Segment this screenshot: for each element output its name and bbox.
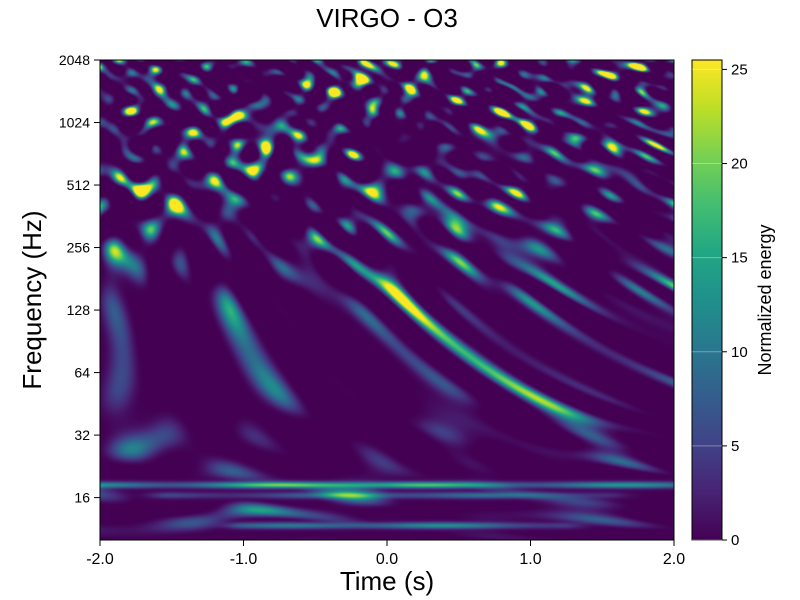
colorbar-tick-label: 20 <box>731 156 748 173</box>
spectrogram-heatmap <box>100 60 674 540</box>
plot-area <box>99 59 675 541</box>
x-axis-label: Time (s) <box>340 566 434 596</box>
y-tick-label: 128 <box>67 302 91 318</box>
y-tick-label: 16 <box>74 490 90 506</box>
y-axis: 16 32 64 128 256 512 1024 2048 <box>59 52 100 506</box>
colorbar-frame <box>691 59 723 541</box>
y-tick-label: 32 <box>74 427 90 443</box>
x-tick-label: 2.0 <box>663 551 685 568</box>
x-tick-label: 0.0 <box>376 551 398 568</box>
y-tick-label: 1024 <box>59 115 90 131</box>
colorbar-tick-label: 0 <box>731 532 739 549</box>
colorbar-tick-label: 10 <box>731 344 748 361</box>
y-tick-label: 64 <box>74 365 90 381</box>
x-tick-label: -2.0 <box>86 551 114 568</box>
y-tick-label: 2048 <box>59 52 90 68</box>
y-axis-label: Frequency (Hz) <box>17 210 47 389</box>
y-tick-label: 512 <box>67 177 91 193</box>
x-axis: -2.0 -1.0 0.0 1.0 2.0 <box>86 540 685 568</box>
y-tick-label: 256 <box>67 240 91 256</box>
colorbar: 0 5 10 15 20 25 <box>691 59 748 549</box>
x-tick-label: 1.0 <box>519 551 541 568</box>
colorbar-ticks: 0 5 10 15 20 25 <box>692 61 748 549</box>
x-tick-label: -1.0 <box>230 551 258 568</box>
colorbar-gradient <box>692 60 722 540</box>
colorbar-tick-label: 5 <box>731 438 739 455</box>
colorbar-tick-label: 25 <box>731 61 748 78</box>
colorbar-label: Normalized energy <box>755 224 775 375</box>
colorbar-tick-label: 15 <box>731 250 748 267</box>
chart-title: VIRGO - O3 <box>316 3 458 33</box>
